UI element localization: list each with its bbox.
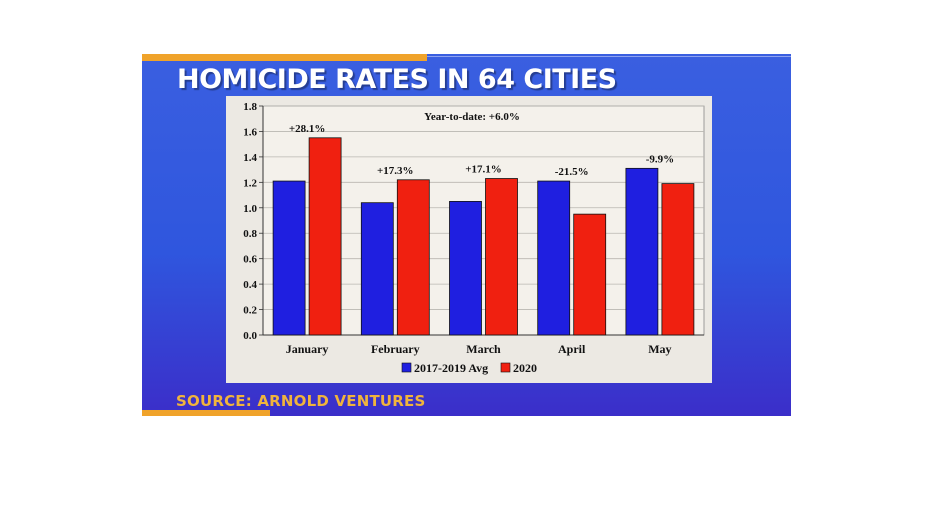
bar-2020-february bbox=[396, 179, 430, 336]
chart-panel: 0.0 0.2 0.4 0.6 0.8 1.0 1.2 1.4 1.6 1.8 +28.1% Janu… bbox=[226, 96, 712, 383]
source-credit: SOURCE: ARNOLD VENTURES bbox=[176, 392, 426, 410]
top-divider bbox=[427, 56, 791, 57]
change-label: +28.1% bbox=[289, 123, 326, 135]
top-accent-bar bbox=[142, 54, 427, 61]
y-tick-label: 1.2 bbox=[243, 177, 257, 189]
y-tick-label: 1.8 bbox=[243, 101, 257, 113]
bottom-accent-bar bbox=[142, 410, 270, 416]
x-tick-label: April bbox=[558, 342, 586, 356]
x-tick-label: February bbox=[371, 342, 420, 356]
y-tick-label: 1.0 bbox=[243, 203, 257, 215]
legend-swatch bbox=[500, 362, 511, 373]
bar-avg-february bbox=[360, 202, 394, 336]
bar-avg-may bbox=[625, 167, 659, 336]
y-tick-label: 0.4 bbox=[243, 279, 257, 291]
bar-2020-january bbox=[308, 137, 342, 336]
change-label: +17.1% bbox=[465, 164, 502, 176]
x-tick-label: January bbox=[286, 342, 329, 356]
change-label: +17.3% bbox=[377, 165, 414, 177]
bar-avg-march bbox=[449, 201, 482, 336]
y-tick-label: 0.2 bbox=[243, 305, 257, 317]
headline: HOMICIDE RATES IN 64 CITIES bbox=[177, 64, 617, 95]
x-tick-label: March bbox=[466, 342, 501, 356]
legend-swatch bbox=[401, 362, 412, 373]
news-graphic: HOMICIDE RATES IN 64 CITIES 0.0 0.2 0.4 0.6… bbox=[142, 54, 791, 416]
bar-2020-april bbox=[573, 213, 607, 336]
y-tick-label: 1.4 bbox=[243, 152, 257, 164]
bar-2020-march bbox=[485, 178, 518, 336]
legend-label: 2020 bbox=[513, 361, 537, 375]
y-tick-label: 0.0 bbox=[243, 330, 257, 342]
bar-chart: 0.0 0.2 0.4 0.6 0.8 1.0 1.2 1.4 1.6 1.8 +28.1% Janu… bbox=[243, 101, 705, 375]
legend-label: 2017-2019 Avg bbox=[414, 361, 488, 375]
ytd-annotation: Year-to-date: +6.0% bbox=[424, 111, 520, 123]
bar-2020-may bbox=[661, 183, 695, 336]
y-tick-label: 1.6 bbox=[243, 126, 257, 138]
change-label: -21.5% bbox=[555, 166, 589, 178]
y-tick-label: 0.8 bbox=[243, 228, 257, 240]
change-label: -9.9% bbox=[646, 153, 674, 165]
y-tick-label: 0.6 bbox=[243, 254, 257, 266]
x-tick-label: May bbox=[648, 342, 671, 356]
bar-avg-january bbox=[272, 180, 306, 336]
bar-avg-april bbox=[537, 180, 571, 336]
